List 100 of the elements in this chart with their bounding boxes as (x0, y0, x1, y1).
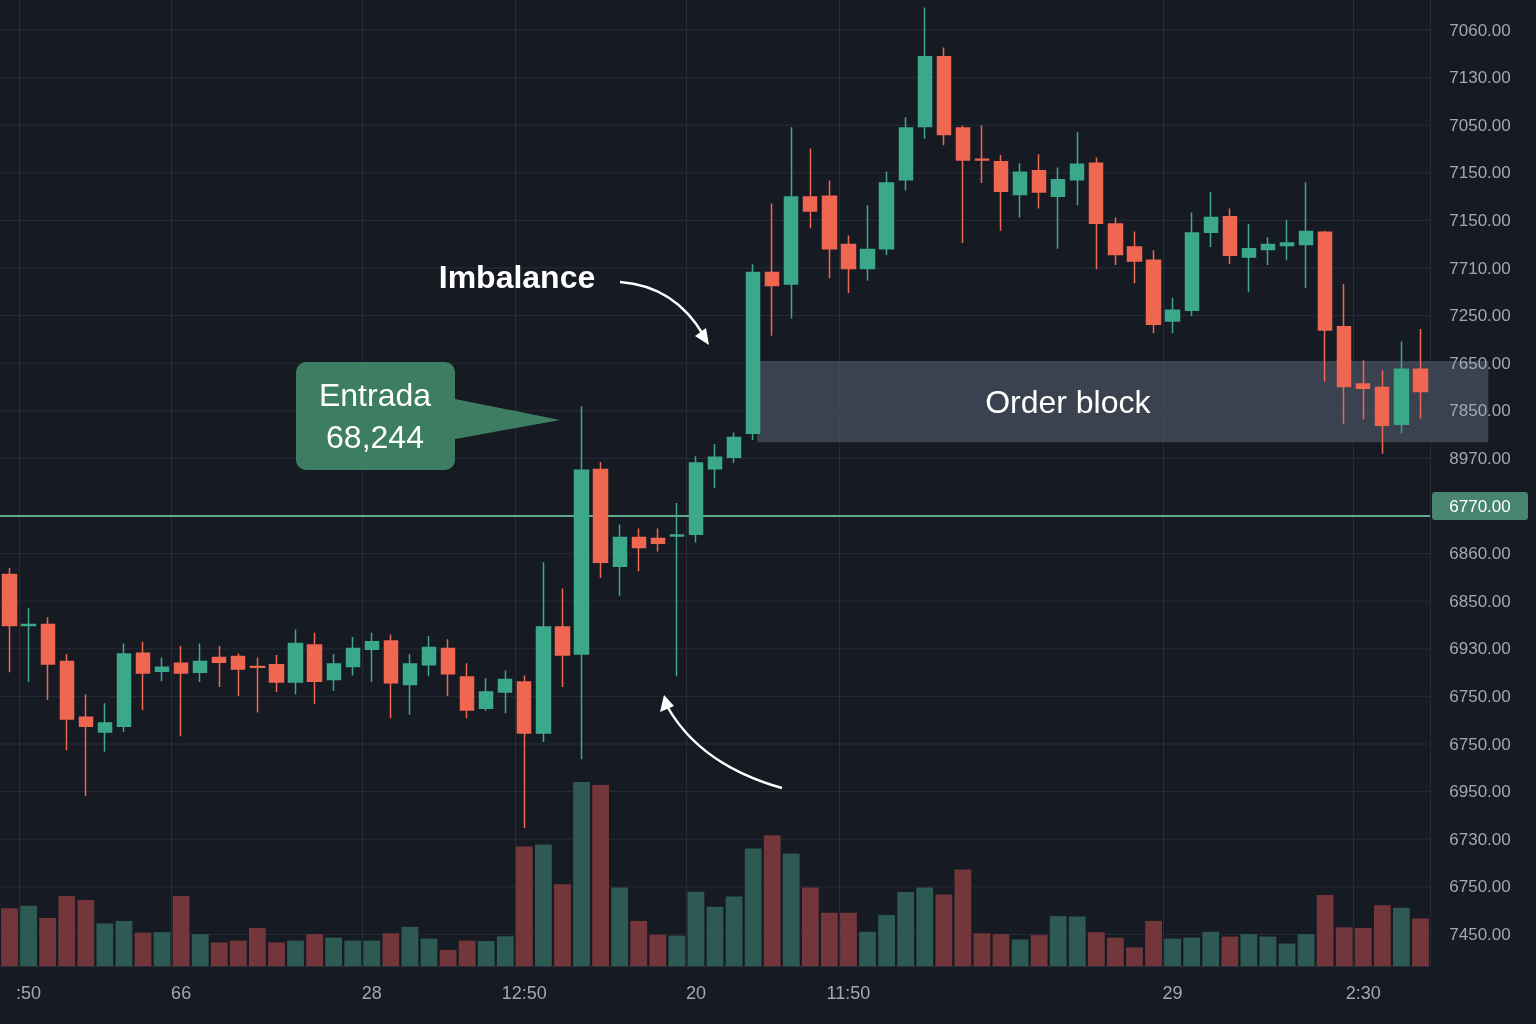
bar (1011, 939, 1029, 966)
bar (1183, 937, 1201, 966)
candlestick (1088, 156, 1104, 270)
candlestick (1241, 223, 1257, 293)
candlestick (268, 654, 285, 693)
candlestick (764, 202, 780, 337)
text: 7150.00 (1449, 210, 1511, 230)
bar (992, 934, 1010, 966)
candlestick (402, 653, 418, 716)
candlestick (974, 124, 990, 184)
candlestick (497, 669, 513, 714)
candlestick (40, 616, 56, 701)
text: 7050.00 (1449, 115, 1511, 135)
x-tick-label: 12:50 (501, 983, 547, 1003)
bar (287, 940, 304, 966)
candlestick (1050, 166, 1066, 250)
candlestick (726, 431, 742, 464)
candlestick (249, 656, 266, 714)
bar (973, 933, 991, 966)
candlestick (211, 645, 227, 688)
candlestick (78, 693, 94, 797)
candlestick (20, 607, 37, 683)
text: 6770.00 (1449, 496, 1511, 516)
x-tick-label: 2:30 (1345, 983, 1381, 1003)
bar (134, 932, 152, 966)
bar (382, 933, 400, 966)
bar (458, 940, 476, 966)
bar (153, 932, 171, 966)
bar (1087, 932, 1105, 966)
bar (611, 887, 629, 966)
bar (1316, 894, 1334, 966)
bar (649, 934, 667, 966)
candlestick (116, 642, 132, 733)
candlestick (936, 46, 952, 147)
text: 6750.00 (1449, 877, 1511, 897)
candlestick (535, 561, 552, 743)
bar (39, 917, 57, 966)
candlestick (821, 179, 838, 279)
candlestick (287, 628, 304, 696)
bar (1049, 916, 1067, 966)
annotation: Entrada 68,244 (318, 377, 432, 455)
bar (363, 940, 381, 966)
text: 7650.00 (1449, 353, 1511, 373)
candlestick (383, 633, 399, 719)
bar (897, 892, 915, 966)
bar (1297, 934, 1315, 966)
bar (229, 940, 247, 966)
bar (191, 934, 209, 966)
candlestick (1222, 207, 1238, 266)
x-tick-label: 11:50 (826, 983, 871, 1003)
bar (77, 899, 95, 966)
bar (1240, 934, 1258, 966)
text: 7850.00 (1449, 401, 1511, 421)
text: 7710.00 (1449, 258, 1511, 278)
candlestick (230, 652, 246, 697)
candlestick (1012, 162, 1028, 219)
bar (954, 869, 972, 966)
x-tick-label: :50 (16, 983, 42, 1003)
candlestick (1298, 181, 1314, 289)
candlestick (135, 641, 151, 711)
candlestick (1164, 297, 1181, 334)
x-tick-label: 28 (361, 983, 382, 1003)
bar (1393, 907, 1410, 966)
candlestick (459, 662, 475, 719)
text: 7250.00 (1449, 306, 1511, 326)
bar (1068, 916, 1086, 966)
candlestick (478, 677, 494, 712)
x-tick-label: 29 (1162, 983, 1183, 1003)
candlestick (1336, 283, 1352, 426)
bar (401, 926, 419, 966)
bar (210, 942, 228, 966)
candlestick (840, 234, 857, 294)
candlestick (993, 154, 1009, 232)
candlestick (878, 170, 895, 256)
bar (96, 923, 114, 966)
candlestick (1203, 191, 1219, 248)
band-label: Order block (985, 383, 1152, 420)
bar (249, 927, 266, 966)
bar (306, 934, 323, 966)
bar (687, 891, 705, 966)
candlestick (1412, 328, 1429, 420)
candlestick (859, 204, 876, 282)
bar (935, 894, 953, 966)
bar (916, 887, 934, 966)
bar (554, 884, 571, 966)
bar (763, 835, 781, 966)
text: 6860.00 (1449, 544, 1511, 564)
bar (744, 848, 762, 966)
bar (782, 853, 800, 966)
annotation: Imbalance (438, 259, 596, 295)
bar (801, 887, 819, 966)
bar (1335, 927, 1353, 966)
bar (268, 942, 285, 966)
candlestick (1279, 219, 1295, 261)
candlestick (573, 405, 590, 760)
candlestick (1317, 229, 1333, 383)
candlestick (97, 702, 113, 753)
candlestick (917, 6, 933, 140)
bar (1278, 943, 1296, 966)
candlestick (1355, 359, 1371, 421)
